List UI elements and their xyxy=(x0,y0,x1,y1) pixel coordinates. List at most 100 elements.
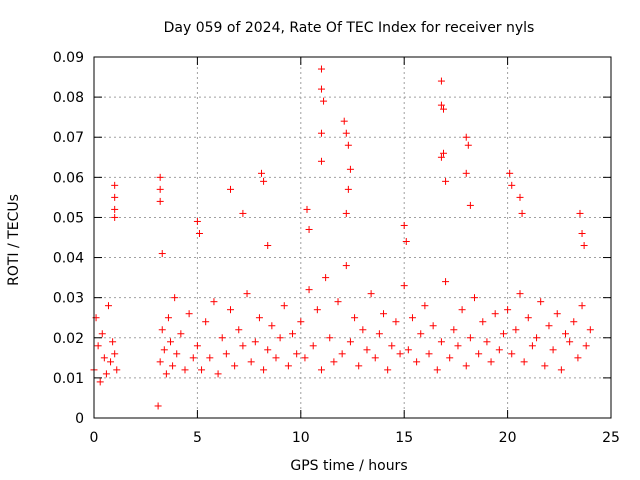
data-point xyxy=(214,370,222,378)
data-point xyxy=(104,302,112,310)
data-point xyxy=(557,366,565,374)
data-points xyxy=(90,65,594,410)
data-point xyxy=(102,370,110,378)
data-point xyxy=(239,342,247,350)
data-point xyxy=(506,169,514,177)
data-point xyxy=(239,209,247,217)
data-point xyxy=(578,302,586,310)
data-point xyxy=(113,366,121,374)
data-point xyxy=(400,282,408,290)
data-point xyxy=(433,366,441,374)
data-point xyxy=(251,338,259,346)
data-point xyxy=(437,77,445,85)
data-point xyxy=(439,105,447,113)
data-point xyxy=(206,354,214,362)
data-point xyxy=(158,250,166,258)
data-point xyxy=(491,310,499,318)
chart-title: Day 059 of 2024, Rate Of TEC Index for r… xyxy=(164,20,535,36)
x-tick-label: 0 xyxy=(90,430,99,446)
data-point xyxy=(487,358,495,366)
data-point xyxy=(454,342,462,350)
data-point xyxy=(301,354,309,362)
data-point xyxy=(226,185,234,193)
data-point xyxy=(351,314,359,322)
data-point xyxy=(317,129,325,137)
data-point xyxy=(566,338,574,346)
data-point xyxy=(576,209,584,217)
data-point xyxy=(442,177,450,185)
data-point xyxy=(226,306,234,314)
data-point xyxy=(421,302,429,310)
data-point xyxy=(429,322,437,330)
data-point xyxy=(100,354,108,362)
data-point xyxy=(342,129,350,137)
data-point xyxy=(320,97,328,105)
y-axis-label: ROTI / TECUs xyxy=(6,194,22,286)
data-point xyxy=(338,350,346,358)
data-point xyxy=(475,350,483,358)
data-point xyxy=(512,326,520,334)
data-point xyxy=(193,342,201,350)
data-point xyxy=(96,378,104,386)
data-point xyxy=(156,185,164,193)
data-point xyxy=(326,334,334,342)
data-point xyxy=(516,290,524,298)
data-point xyxy=(98,330,106,338)
data-point xyxy=(289,330,297,338)
data-point xyxy=(293,350,301,358)
data-point xyxy=(317,85,325,93)
data-point xyxy=(413,358,421,366)
data-point xyxy=(437,338,445,346)
data-point xyxy=(462,133,470,141)
y-tick-label: 0.08 xyxy=(53,90,84,106)
data-point xyxy=(586,326,594,334)
data-point xyxy=(154,402,162,410)
data-point xyxy=(562,330,570,338)
data-point xyxy=(202,318,210,326)
grid-lines xyxy=(94,57,611,418)
data-point xyxy=(508,350,516,358)
x-tick-label: 10 xyxy=(292,430,310,446)
data-point xyxy=(158,326,166,334)
data-point xyxy=(408,314,416,322)
y-tick-label: 0.02 xyxy=(53,331,84,347)
data-point xyxy=(466,201,474,209)
data-point xyxy=(167,338,175,346)
data-point xyxy=(342,262,350,270)
y-tick-label: 0.05 xyxy=(53,210,84,226)
data-point xyxy=(111,350,119,358)
data-point xyxy=(375,330,383,338)
data-point xyxy=(359,326,367,334)
y-tick-label: 0.07 xyxy=(53,130,84,146)
data-point xyxy=(466,334,474,342)
data-point xyxy=(528,342,536,350)
data-point xyxy=(471,294,479,302)
data-point xyxy=(218,334,226,342)
data-point xyxy=(297,318,305,326)
data-point xyxy=(355,362,363,370)
data-point xyxy=(173,350,181,358)
x-axis-label: GPS time / hours xyxy=(290,458,407,474)
y-axis-ticks: 0 0.01 0.02 0.03 0.04 0.05 0.06 0.07 0.08 0.09 xyxy=(53,50,611,427)
data-point xyxy=(537,298,545,306)
data-point xyxy=(235,326,243,334)
data-point xyxy=(247,358,255,366)
data-point xyxy=(309,342,317,350)
data-point xyxy=(392,318,400,326)
x-tick-label: 15 xyxy=(395,430,413,446)
data-point xyxy=(156,197,164,205)
data-point xyxy=(111,181,119,189)
data-point xyxy=(156,173,164,181)
data-point xyxy=(462,169,470,177)
data-point xyxy=(384,366,392,374)
data-point xyxy=(518,209,526,217)
x-tick-label: 5 xyxy=(193,430,202,446)
data-point xyxy=(243,290,251,298)
data-point xyxy=(276,334,284,342)
data-point xyxy=(479,318,487,326)
y-tick-label: 0.06 xyxy=(53,170,84,186)
data-point xyxy=(533,334,541,342)
data-point xyxy=(264,242,272,250)
y-tick-label: 0.09 xyxy=(53,50,84,66)
data-point xyxy=(400,221,408,229)
